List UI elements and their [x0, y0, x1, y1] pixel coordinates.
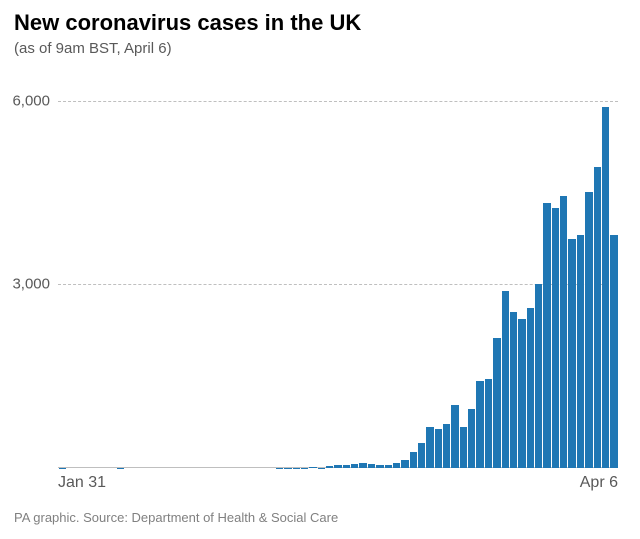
- bar: [359, 463, 366, 468]
- bar: [485, 379, 492, 468]
- bar: [502, 291, 509, 468]
- plot-area: [58, 70, 618, 468]
- bar: [334, 465, 341, 468]
- bar: [510, 312, 517, 468]
- bar: [460, 427, 467, 468]
- bar: [393, 463, 400, 468]
- bar: [602, 107, 609, 468]
- bar: [585, 192, 592, 468]
- bar: [376, 465, 383, 468]
- bar: [426, 427, 433, 468]
- x-axis-end-label: Apr 6: [580, 474, 618, 492]
- chart-subtitle: (as of 9am BST, April 6): [14, 40, 172, 57]
- bar: [343, 465, 350, 468]
- bar: [543, 203, 550, 468]
- y-tick-label: 3,000: [4, 276, 50, 293]
- bar: [527, 308, 534, 468]
- y-tick-label: 6,000: [4, 92, 50, 109]
- bar: [443, 424, 450, 468]
- chart-container: New coronavirus cases in the UK (as of 9…: [0, 0, 640, 539]
- x-axis-start-label: Jan 31: [58, 474, 106, 492]
- bar: [435, 429, 442, 468]
- bar: [326, 466, 333, 468]
- bar: [401, 460, 408, 468]
- bar: [577, 235, 584, 468]
- bar: [368, 464, 375, 468]
- bar: [385, 465, 392, 468]
- bar: [309, 467, 316, 468]
- bar: [610, 235, 617, 468]
- bar: [351, 464, 358, 468]
- bar-series: [58, 70, 618, 468]
- bar: [418, 443, 425, 468]
- bar: [493, 338, 500, 468]
- bar: [468, 409, 475, 468]
- bar: [594, 167, 601, 468]
- source-line: PA graphic. Source: Department of Health…: [14, 510, 338, 525]
- bar: [476, 381, 483, 468]
- bar: [518, 319, 525, 468]
- bar: [552, 208, 559, 468]
- chart-title: New coronavirus cases in the UK: [14, 10, 361, 36]
- bar: [451, 405, 458, 468]
- bar: [560, 196, 567, 468]
- bar: [535, 284, 542, 468]
- bar: [410, 452, 417, 468]
- bar: [568, 239, 575, 468]
